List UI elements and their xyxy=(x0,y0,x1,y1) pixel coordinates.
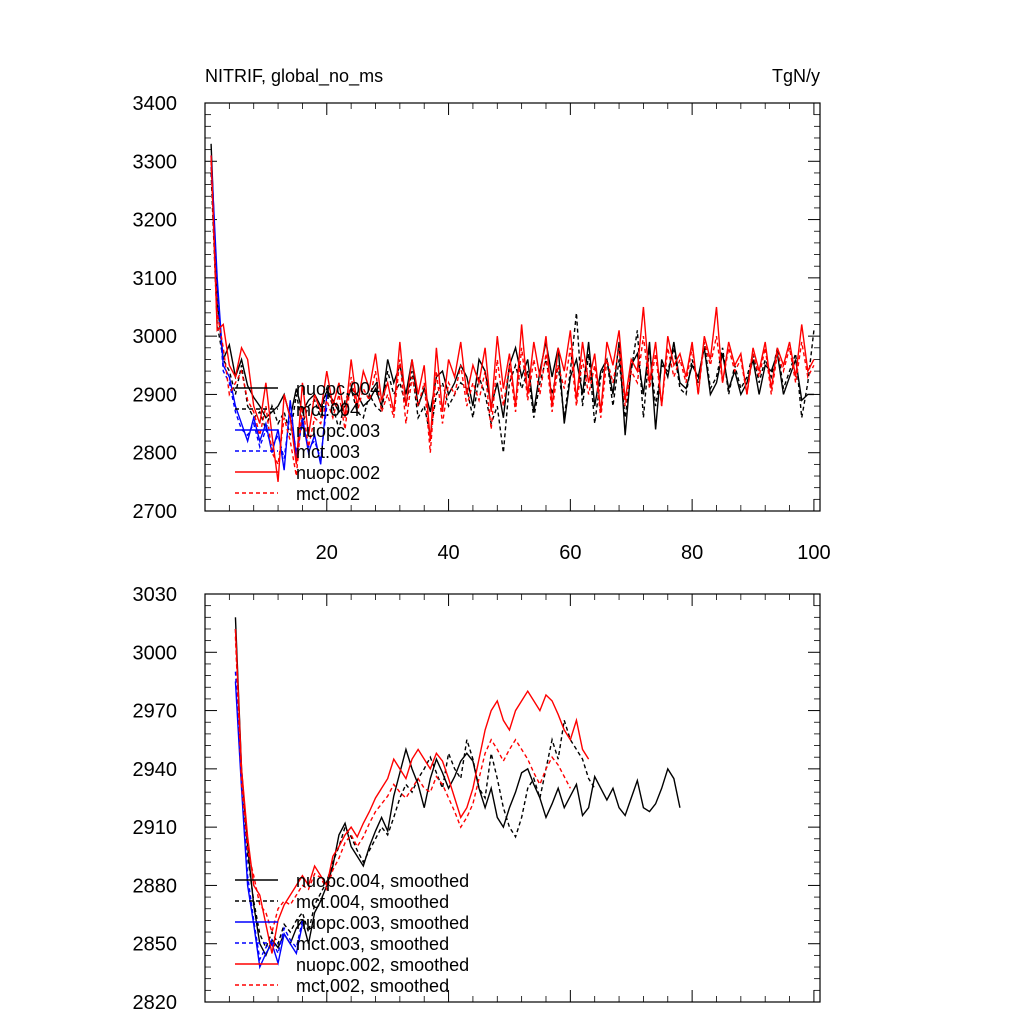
series-line-mct-002-smoothed xyxy=(234,636,571,935)
legend-label: mct.003, smoothed xyxy=(296,934,449,954)
y-tick-label: 2700 xyxy=(133,501,178,523)
chart-units: TgN/y xyxy=(772,66,820,86)
x-tick-label: 80 xyxy=(681,542,703,564)
plot-frame-bottom xyxy=(204,593,821,1003)
x-tick-label: 100 xyxy=(797,542,830,564)
series-line-mct-003-smoothed xyxy=(234,671,304,962)
y-tick-label: 3300 xyxy=(133,151,178,173)
series-group-bottom xyxy=(234,617,681,970)
y-tick-label: 2850 xyxy=(133,934,178,956)
series-line-mct-003 xyxy=(210,167,328,459)
legend-top: nuopc.004mct.004nuopc.003mct.003nuopc.00… xyxy=(235,379,380,504)
series-line-nuopc-002 xyxy=(210,155,815,482)
plot-frame-top xyxy=(204,102,821,512)
axis-ticks-top: 2700 2800 2900 3000 3100 3200 3300 3400 20 40 60 80… xyxy=(133,93,831,564)
y-tick-label: 2940 xyxy=(133,759,178,781)
y-tick-label: 3000 xyxy=(133,642,178,664)
series-line-nuopc-002-smoothed xyxy=(234,628,590,954)
y-tick-label: 3000 xyxy=(133,326,178,348)
y-tick-label: 3200 xyxy=(133,210,178,232)
series-group-top xyxy=(210,143,815,482)
legend-label: nuopc.004, smoothed xyxy=(296,871,469,891)
y-tick-label: 3400 xyxy=(133,93,178,115)
series-line-nuopc-004-smoothed xyxy=(234,617,681,958)
x-tick-label: 20 xyxy=(316,542,338,564)
legend-label: mct.004, smoothed xyxy=(296,892,449,912)
legend-label: nuopc.003 xyxy=(296,421,380,441)
legend-label: nuopc.002 xyxy=(296,463,380,483)
legend-label: mct.004 xyxy=(296,400,360,420)
x-tick-label: 60 xyxy=(559,542,581,564)
y-tick-label: 2910 xyxy=(133,817,178,839)
legend-label: mct.002, smoothed xyxy=(296,976,449,996)
panel-top: NITRIF, global_no_ms TgN/y 2700 2800 2900 3… xyxy=(133,66,831,564)
chart-title: NITRIF, global_no_ms xyxy=(205,66,383,87)
x-tick-label: 40 xyxy=(437,542,459,564)
legend-label: nuopc.002, smoothed xyxy=(296,955,469,975)
y-tick-label: 2900 xyxy=(133,384,178,406)
y-tick-label: 2820 xyxy=(133,992,178,1014)
y-tick-label: 2970 xyxy=(133,701,178,723)
axis-ticks-bottom: 2820 2850 2880 2910 2940 2970 3000 3030 xyxy=(133,584,820,1014)
y-tick-label: 3100 xyxy=(133,268,178,290)
y-tick-label: 3030 xyxy=(133,584,178,606)
legend-label: mct.003 xyxy=(296,442,360,462)
series-line-mct-004 xyxy=(234,628,596,950)
panel-bottom: 2820 2850 2880 2910 2940 2970 3000 3030 nuopc.0… xyxy=(133,584,821,1014)
legend-label: mct.002 xyxy=(296,484,360,504)
y-tick-label: 2880 xyxy=(133,875,178,897)
y-tick-label: 2800 xyxy=(133,443,178,465)
legend-label: nuopc.003, smoothed xyxy=(296,913,469,933)
series-line-nuopc-004 xyxy=(210,143,814,436)
legend-label: nuopc.004 xyxy=(296,379,380,399)
